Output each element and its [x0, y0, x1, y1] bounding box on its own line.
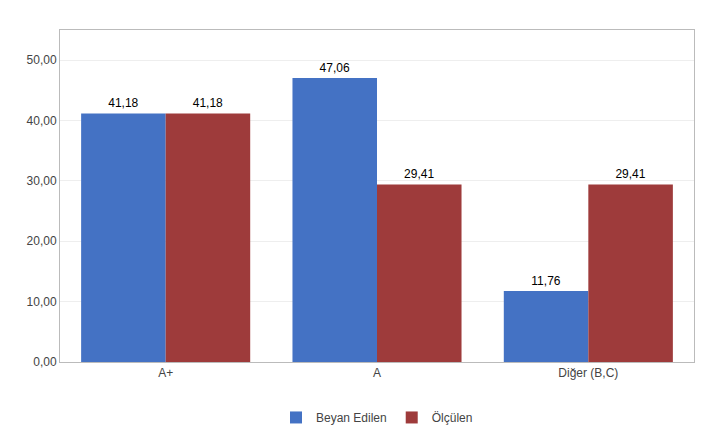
svg-text:Beyan Edilen: Beyan Edilen — [316, 411, 387, 425]
svg-text:40,00: 40,00 — [27, 114, 57, 128]
svg-text:Ölçülen: Ölçülen — [432, 411, 473, 425]
svg-text:30,00: 30,00 — [27, 174, 57, 188]
svg-text:10,00: 10,00 — [27, 295, 57, 309]
svg-text:29,41: 29,41 — [404, 167, 434, 181]
svg-text:29,41: 29,41 — [615, 167, 645, 181]
svg-text:50,00: 50,00 — [27, 53, 57, 67]
svg-text:Diğer (B,C): Diğer (B,C) — [558, 366, 618, 380]
svg-text:A+: A+ — [158, 366, 173, 380]
svg-text:20,00: 20,00 — [27, 234, 57, 248]
svg-text:A: A — [373, 366, 381, 380]
svg-text:0,00: 0,00 — [33, 355, 57, 369]
svg-text:41,18: 41,18 — [108, 96, 138, 110]
svg-text:47,06: 47,06 — [320, 61, 350, 75]
svg-text:41,18: 41,18 — [193, 96, 223, 110]
svg-text:11,76: 11,76 — [531, 274, 560, 288]
